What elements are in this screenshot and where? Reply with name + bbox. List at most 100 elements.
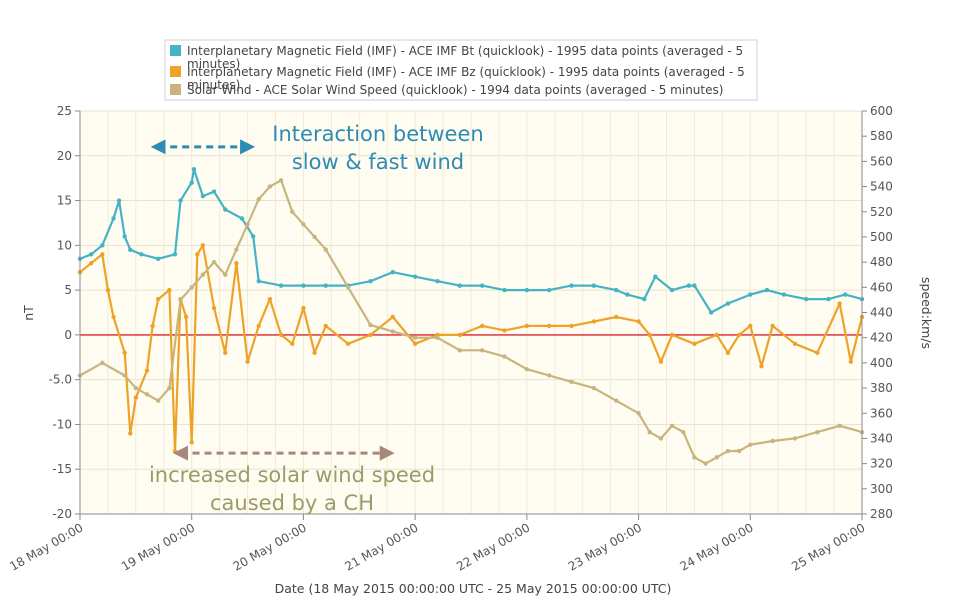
data-point-bz [479,323,485,329]
data-point-bt [250,234,256,239]
data-point-bt [116,198,122,203]
data-point-bz [245,359,250,364]
data-point-bt [200,193,206,199]
data-point-speed [669,423,675,429]
data-point-bz [647,332,652,338]
data-point-bz [848,359,854,364]
data-point-speed [200,272,206,277]
data-point-bz [183,314,189,320]
data-point-speed [569,379,574,384]
data-point-speed [736,448,742,454]
x-tick-label: 23 May 00:00 [566,520,644,573]
data-point-bt [189,180,194,185]
data-point-bt [368,278,373,284]
legend-swatch-speed[interactable] [170,84,181,95]
data-point-bt [111,216,116,221]
data-point-bt [390,270,395,275]
legend-entry-bt[interactable]: Interplanetary Magnetic Field (IMF) - AC… [187,44,743,71]
data-point-bz [759,364,764,369]
data-point-speed [412,335,418,340]
x-tick-label: 24 May 00:00 [678,520,756,573]
data-point-speed [703,461,708,466]
data-point-bz [390,314,395,320]
legend-entry-speed[interactable]: Solar Wind - ACE Solar Wind Speed (quick… [187,83,723,97]
data-point-bz [128,431,133,436]
data-point-bt [708,310,714,315]
y-left-tick-label: -15 [52,462,72,476]
data-point-speed [524,366,530,372]
data-point-bt [211,189,217,194]
data-point-speed [256,196,261,202]
y-right-tick-label: 280 [870,507,893,521]
y-left-tick-label: 10 [57,238,72,252]
data-point-bt [156,256,161,261]
data-point-bz [368,332,373,338]
data-point-speed [267,184,273,189]
legend-box [164,39,758,101]
data-point-bt [88,252,94,257]
x-tick-label: 21 May 00:00 [342,520,420,573]
data-point-bz [591,319,597,324]
data-point-speed [290,209,295,214]
x-tick-label: 25 May 00:00 [789,520,867,573]
data-point-bz [658,359,664,364]
data-point-bz [267,296,273,302]
y-left-tick-label: 5 [64,283,72,297]
legend-entry-bz[interactable]: Interplanetary Magnetic Field (IMF) - AC… [187,65,745,92]
data-point-speed [345,285,351,290]
data-point-speed [479,348,485,353]
data-point-bz [524,323,530,329]
data-point-bz [837,301,842,306]
annotation-text-interaction-line1: Interaction between [272,122,483,146]
data-point-bt [301,283,306,288]
data-point-bz [167,287,172,293]
y-axis-right-label: speed:km/s [919,277,934,349]
data-point-bt [479,283,485,288]
annotation-text-ch-line2: caused by a CH [210,491,374,515]
data-point-speed [323,247,328,252]
y-right-tick-label: 340 [870,431,893,445]
data-point-bz [725,350,731,355]
data-point-speed [301,222,306,227]
data-point-bt [239,216,245,221]
data-point-speed [435,335,440,340]
data-point-speed [189,285,194,290]
data-point-bz [211,305,217,311]
data-point-bt [669,287,675,293]
data-point-bt [278,283,284,288]
y-right-tick-label: 500 [870,230,893,244]
data-point-bt [764,287,770,293]
data-point-bz [150,323,155,329]
data-point-speed [223,272,228,277]
data-point-bt [256,278,261,284]
y-right-tick-label: 520 [870,205,893,219]
data-point-bz [189,440,194,445]
data-point-bt [781,292,786,297]
data-point-speed [144,392,150,397]
y-right-tick-label: 420 [870,331,893,345]
x-axis-label: Date (18 May 2015 00:00:00 UTC - 25 May … [275,581,672,596]
data-point-bz [111,314,116,320]
legend-swatch-bt[interactable] [170,45,181,56]
data-point-bz [156,296,161,302]
data-point-speed [502,354,507,359]
data-point-speed [547,373,552,378]
y-left-tick-label: -20 [52,507,72,521]
data-point-bt [223,207,228,212]
data-point-bt [524,287,530,293]
y-right-tick-label: 360 [870,406,893,420]
y-left-tick-label: 0 [64,328,72,342]
data-point-bz [457,332,463,338]
y-left-tick-label: 20 [57,149,72,163]
legend-swatch-bz[interactable] [170,66,181,77]
data-point-bz [312,350,317,355]
data-point-bz [669,332,675,338]
data-point-bz [122,350,127,355]
data-point-bz [614,314,619,320]
series-line-bz [78,244,864,453]
x-tick-label: 22 May 00:00 [454,520,532,573]
data-point-speed [100,360,105,366]
data-point-bz [200,243,206,248]
